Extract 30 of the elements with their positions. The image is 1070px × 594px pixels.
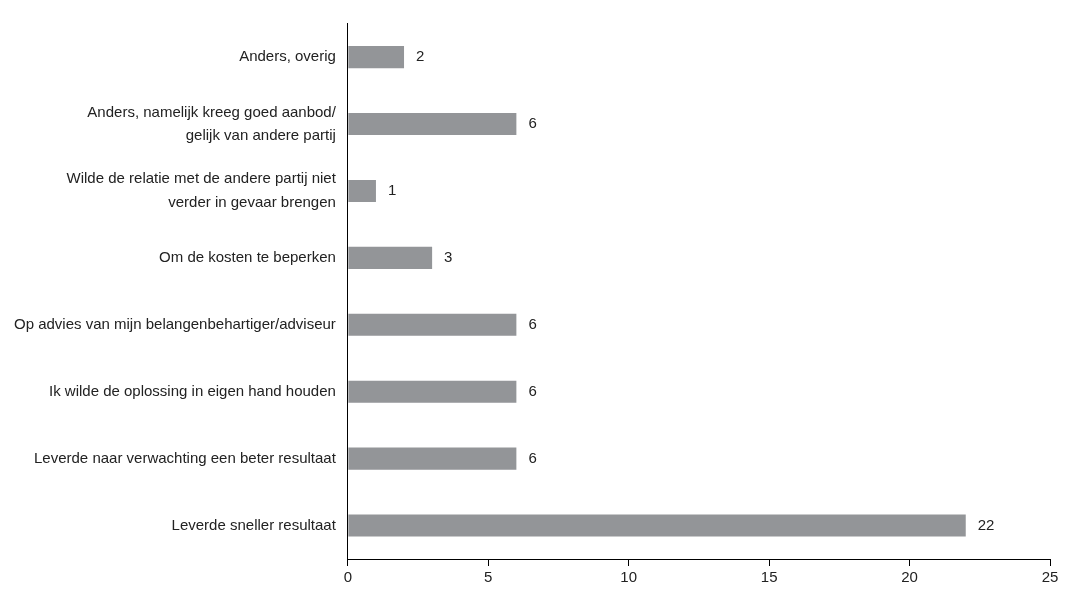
data-label: 1: [387, 181, 397, 199]
data-label: 6: [528, 448, 537, 466]
x-tick-label: 5: [484, 568, 493, 586]
bar: [348, 246, 433, 269]
bar: [348, 46, 405, 69]
y-tick-label: Wilde de relatie met de andere partij niet verder in gevaar brengen: [66, 169, 337, 210]
y-tick-label: Ik wilde de oplossing in eigen hand houden: [48, 381, 336, 399]
y-tick-label: Op advies van mijn belangenbehartiger/adviseur: [13, 314, 336, 332]
data-label: 2: [416, 47, 425, 65]
data-label: 22: [977, 515, 995, 533]
bar: [348, 179, 376, 202]
bar: [348, 447, 517, 470]
data-label: 6: [528, 314, 537, 332]
bar: [348, 514, 966, 537]
bar: [348, 313, 517, 336]
x-tick-label: 10: [620, 568, 638, 586]
x-tick-label: 20: [901, 568, 918, 586]
data-label: 6: [528, 381, 537, 399]
x-tick-label: 15: [760, 568, 778, 586]
y-tick-label: Anders, overig: [239, 47, 336, 65]
y-tick-label: Om de kosten te beperken: [159, 247, 336, 265]
data-label: 6: [528, 114, 537, 132]
bar: [348, 112, 517, 136]
x-tick-label: 0: [343, 568, 353, 586]
y-tick-label: Leverde sneller resultaat: [171, 515, 337, 533]
x-tick-label: 25: [1041, 568, 1059, 586]
data-label: 3: [444, 247, 453, 265]
bar: [348, 380, 517, 403]
y-tick-label: Anders, namelijk kreeg goed aanbod/ gelijk van andere partij: [87, 102, 337, 143]
y-tick-label: Leverde naar verwachting een beter resultaat: [34, 448, 337, 466]
